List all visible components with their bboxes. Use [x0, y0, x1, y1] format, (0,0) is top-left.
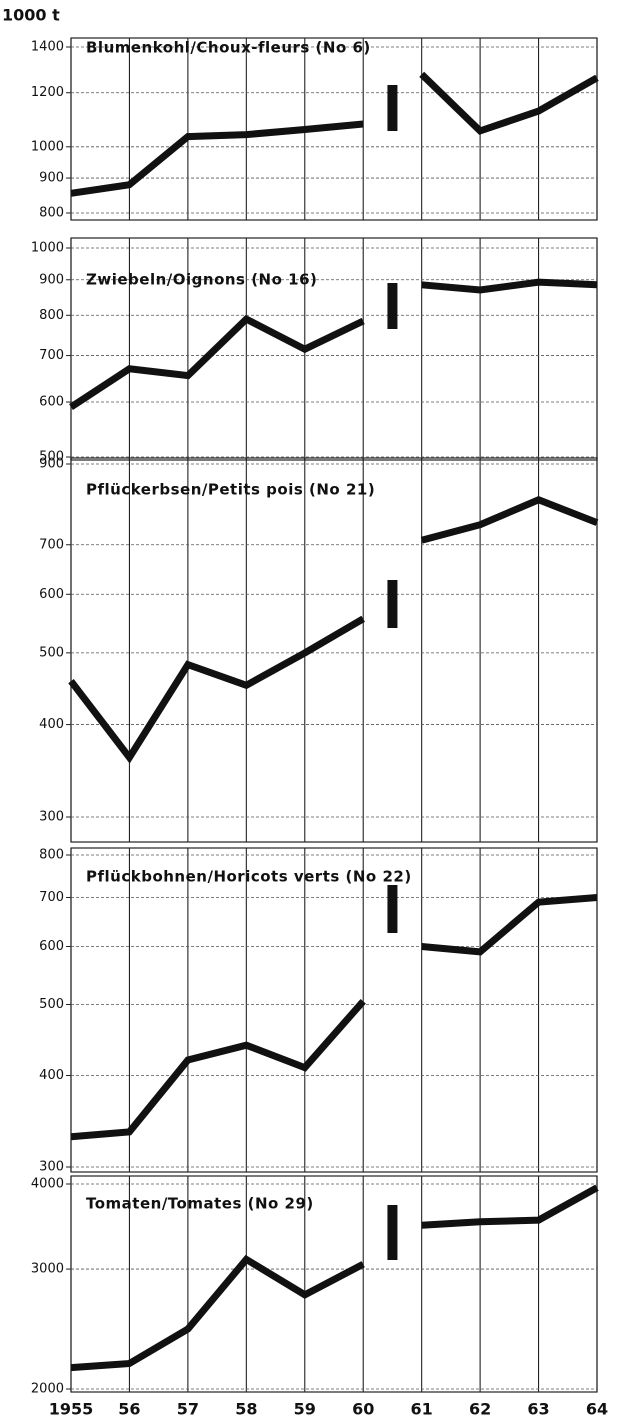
y-tick-label: 900 — [39, 457, 64, 472]
data-line — [68, 615, 365, 764]
break-marker — [387, 283, 398, 329]
data-line — [70, 998, 366, 1141]
x-tick-label: 57 — [177, 1400, 199, 1419]
y-tick-label: 800 — [39, 308, 64, 323]
break-marker — [387, 1205, 398, 1260]
y-tick-label: 600 — [39, 939, 64, 954]
panel-frame — [70, 457, 598, 843]
panel-title: Pflückerbsen/Petits pois (No 21) — [86, 481, 375, 499]
x-tick-label: 64 — [586, 1400, 608, 1419]
data-line — [420, 496, 599, 544]
panel-frame — [70, 847, 598, 1173]
x-tick-label: 62 — [469, 1400, 491, 1419]
y-tick-label: 3000 — [31, 1262, 64, 1277]
y-tick-label: 800 — [39, 848, 64, 863]
x-tick-label: 60 — [352, 1400, 374, 1419]
y-tick-label: 700 — [39, 348, 64, 363]
data-line — [70, 1254, 365, 1372]
y-tick-label: 700 — [39, 890, 64, 905]
panel-title: Blumenkohl/Choux-fleurs (No 6) — [86, 39, 371, 57]
panel-title: Zwiebeln/Oignons (No 16) — [86, 271, 317, 289]
y-tick-label: 4000 — [31, 1177, 64, 1192]
y-tick-label: 2000 — [31, 1382, 64, 1397]
y-tick-label: 1400 — [31, 40, 64, 55]
data-line — [69, 314, 365, 411]
x-tick-label: 59 — [294, 1400, 316, 1419]
x-tick-label: 1955 — [49, 1400, 94, 1419]
y-tick-label: 300 — [39, 810, 64, 825]
x-tick-label: 61 — [411, 1400, 433, 1419]
break-marker — [387, 580, 398, 628]
data-line — [421, 1184, 599, 1229]
break-marker — [387, 885, 398, 933]
data-line — [421, 894, 598, 956]
y-tick-label: 400 — [39, 1068, 64, 1083]
y-tick-label: 500 — [39, 997, 64, 1012]
panel-title: Pflückbohnen/Horicots verts (No 22) — [86, 868, 412, 886]
y-tick-label: 900 — [39, 272, 64, 287]
data-line — [419, 71, 599, 135]
y-tick-label: 1200 — [31, 85, 64, 100]
y-tick-label: 900 — [39, 171, 64, 186]
y-tick-label: 600 — [39, 587, 64, 602]
y-axis-label: 1000 t — [2, 6, 60, 25]
y-tick-label: 600 — [39, 395, 64, 410]
x-tick-label: 58 — [235, 1400, 257, 1419]
y-tick-label: 400 — [39, 717, 64, 732]
x-tick-label: 56 — [118, 1400, 140, 1419]
y-tick-label: 300 — [39, 1160, 64, 1175]
panel-title: Tomaten/Tomates (No 29) — [86, 1195, 314, 1213]
y-tick-label: 800 — [39, 206, 64, 221]
y-tick-label: 500 — [39, 645, 64, 660]
data-line — [70, 120, 364, 197]
break-marker — [387, 85, 398, 131]
y-tick-label: 1000 — [31, 139, 64, 154]
data-line — [421, 278, 598, 294]
y-tick-label: 1000 — [31, 241, 64, 256]
y-tick-label: 500 — [39, 450, 64, 465]
y-tick-label: 700 — [39, 537, 64, 552]
x-tick-label: 63 — [527, 1400, 549, 1419]
